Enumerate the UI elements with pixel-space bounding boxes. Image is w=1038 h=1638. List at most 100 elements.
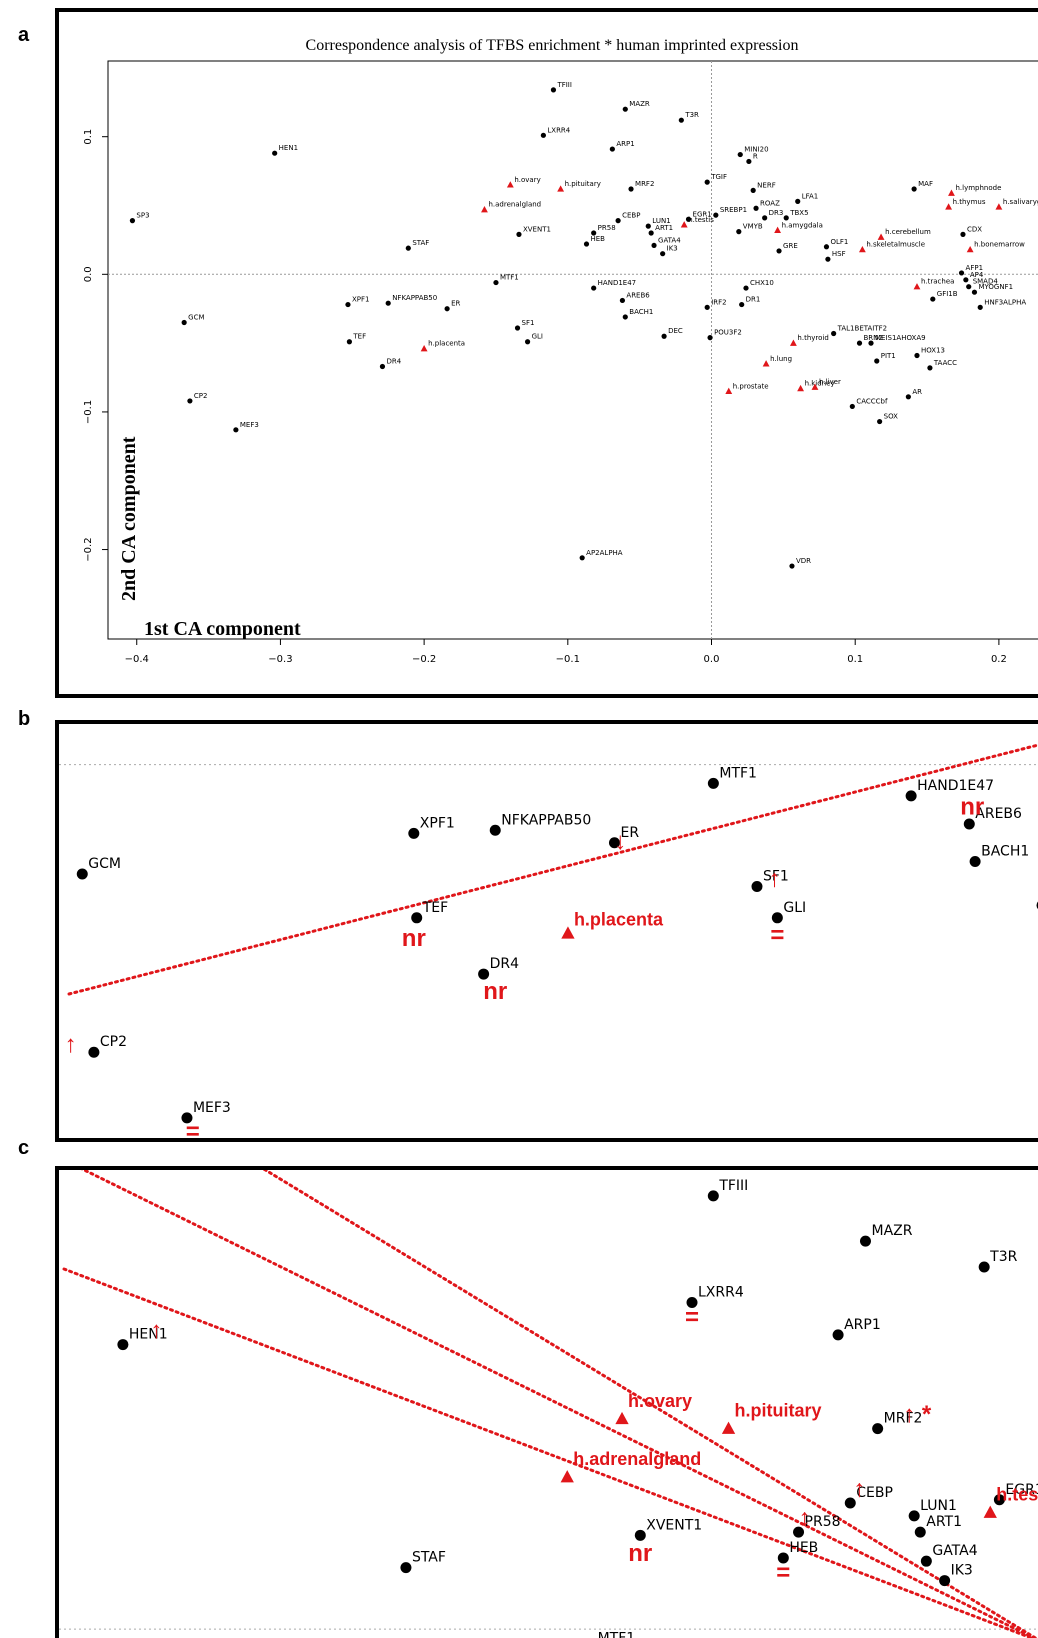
label-tal1betaitf2: TAL1BETAITF2 — [837, 324, 887, 332]
point-taacc — [927, 365, 933, 371]
point-staf — [405, 245, 411, 251]
point-pit1 — [874, 358, 880, 364]
label-hen1: HEN1 — [129, 1327, 168, 1343]
tissue-marker-h-bonemarrow — [966, 245, 974, 253]
point-pr58 — [591, 230, 597, 236]
point-heb — [583, 241, 590, 247]
label-heb: HEB — [590, 235, 605, 243]
annotation-mark: = — [770, 922, 784, 949]
point-tfiii — [550, 87, 557, 93]
tissue-marker-h-thymus — [945, 203, 953, 210]
point-mef3 — [233, 427, 239, 433]
annotations: nr nr nr = = ↑ ↓ ↑ — [65, 794, 985, 1142]
point-tef — [346, 339, 353, 345]
annotation-mark: nr — [628, 1540, 652, 1567]
x-tick-label: −0.4 — [125, 654, 149, 665]
point-egr1 — [685, 216, 692, 222]
label-h-thyroid: h.thyroid — [797, 334, 828, 342]
x-axis-label: 1st CA component — [144, 618, 301, 640]
tissue-label-h-pituitary: h.pituitary — [735, 1401, 822, 1421]
point-nerf — [750, 187, 756, 193]
point-tal1betaitf2 — [831, 330, 837, 337]
point-arp1 — [832, 1329, 844, 1341]
point-hnf3alpha — [977, 304, 983, 310]
label-sox: SOX — [884, 413, 899, 421]
annotation-mark: ↓ — [614, 828, 626, 855]
point-areb6 — [619, 297, 626, 304]
chart-title: Correspondence analysis of TFBS enrichme… — [306, 37, 799, 54]
point-lun1 — [908, 1510, 920, 1522]
label-mef3: MEF3 — [193, 1100, 231, 1116]
label-er: ER — [451, 300, 460, 308]
tissue-marker-h-kidney — [797, 384, 805, 392]
point-lun1 — [645, 223, 651, 229]
point-cp2 — [187, 398, 193, 404]
point-hox13 — [914, 352, 920, 359]
label-myognf1: MYOGNF1 — [978, 283, 1013, 291]
point-xpf1 — [345, 301, 351, 308]
x-axis: −0.4 −0.3 −0.2 −0.1 0.0 0.1 0.2 — [125, 639, 1007, 665]
point-heb — [777, 1552, 789, 1564]
point-ap2alpha — [579, 555, 585, 561]
point-er — [608, 837, 620, 849]
point-staf — [400, 1562, 412, 1574]
annotation-mark: = — [776, 1560, 790, 1587]
label-bach1: BACH1 — [981, 844, 1029, 860]
tissue-marker-h-skeletalmuscle — [858, 245, 866, 253]
tissue-marker-h-liver — [811, 383, 819, 390]
point-art1 — [914, 1526, 926, 1538]
label-dr4: DR4 — [386, 358, 401, 366]
panel-letter-b: b — [18, 708, 31, 730]
label-h-prostate: h.prostate — [733, 382, 769, 390]
point-hsf — [825, 256, 831, 262]
label-mazr: MAZR — [871, 1223, 912, 1239]
zero-reference-lines — [59, 764, 1038, 766]
point-dr3 — [762, 215, 768, 221]
point-hen1 — [272, 150, 278, 156]
tissue-label-h-ovary: h.ovary — [628, 1391, 692, 1411]
point-bach1 — [969, 856, 981, 868]
tissue-marker-h-amygdala — [774, 226, 782, 233]
label-brn2: BRN2 — [864, 334, 883, 342]
point-nfkappab50 — [385, 300, 391, 306]
label-hox13: HOX13 — [921, 347, 945, 355]
label-chx10: CHX10 — [750, 279, 774, 287]
point-arp1 — [609, 146, 615, 152]
x-tick-label: 0.2 — [991, 654, 1007, 665]
label-xpf1: XPF1 — [420, 815, 455, 831]
label-gata4: GATA4 — [658, 236, 681, 244]
y-axis-label: 2nd CA component — [118, 436, 140, 601]
label-art1: ART1 — [926, 1514, 962, 1530]
point-roaz — [753, 205, 759, 211]
label-taacc: TAACC — [933, 359, 957, 367]
label-lun1: LUN1 — [920, 1498, 957, 1514]
point-art1 — [648, 230, 654, 236]
y-axis: −0.2 −0.1 0.0 0.1 — [83, 129, 108, 562]
label-lxrr4: LXRR4 — [698, 1285, 744, 1301]
tissue-marker-h-trachea — [913, 283, 921, 290]
point-cebp — [844, 1497, 856, 1509]
point-pou3f2 — [707, 335, 713, 341]
label-smad4: SMAD4 — [973, 278, 999, 286]
point-dr4 — [379, 363, 386, 370]
label-nfkappab50: NFKAPPAB50 — [392, 294, 437, 302]
label-h-thymus: h.thymus — [953, 198, 986, 206]
point-tfiii — [707, 1190, 719, 1202]
tissue-marker-h-placenta — [561, 926, 575, 939]
projection-line — [262, 1170, 1038, 1638]
label-cebp: CEBP — [622, 212, 640, 220]
point-pr58 — [793, 1526, 805, 1538]
point-dec — [661, 333, 667, 339]
label-afp1: AFP1 — [966, 264, 984, 272]
label-hsf: HSF — [832, 250, 846, 258]
label-pit1: PIT1 — [881, 352, 896, 360]
point-xvent1 — [634, 1529, 646, 1541]
label-ap2alpha: AP2ALPHA — [586, 549, 623, 557]
label-tfiii: TFIII — [718, 1178, 748, 1194]
label-mef3: MEF3 — [240, 421, 259, 429]
label-gcm: GCM — [188, 313, 204, 321]
label-arp1: ARP1 — [616, 140, 634, 148]
label-cdx: CDX — [967, 225, 982, 233]
annotation-mark: = — [186, 1119, 200, 1142]
zero-reference-lines — [59, 1628, 1038, 1630]
